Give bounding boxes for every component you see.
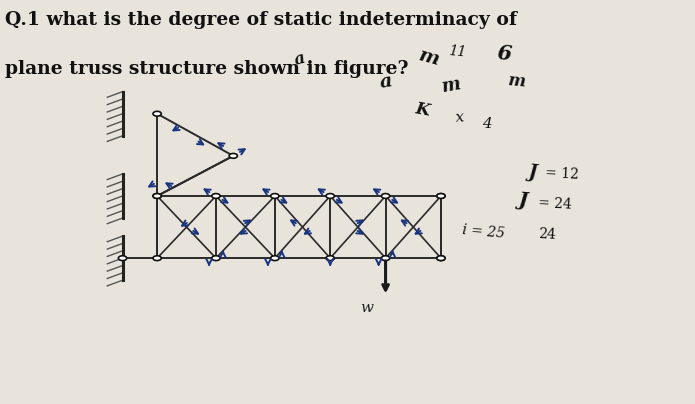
- Circle shape: [212, 256, 220, 261]
- Text: 11: 11: [448, 44, 467, 59]
- Text: J: J: [528, 162, 537, 181]
- Text: plane truss structure shown in figure?: plane truss structure shown in figure?: [5, 59, 409, 78]
- Circle shape: [436, 194, 445, 198]
- Circle shape: [270, 256, 279, 261]
- Circle shape: [436, 256, 445, 261]
- Text: 24: 24: [538, 227, 556, 242]
- Text: m: m: [417, 46, 441, 69]
- Circle shape: [153, 112, 161, 116]
- Text: i = 25: i = 25: [461, 223, 505, 241]
- Text: = 12: = 12: [545, 166, 579, 182]
- Circle shape: [153, 256, 161, 261]
- Text: = 24: = 24: [538, 196, 572, 212]
- Circle shape: [153, 194, 161, 198]
- Circle shape: [382, 256, 390, 261]
- Text: Q.1 what is the degree of static indeterminacy of: Q.1 what is the degree of static indeter…: [5, 11, 517, 29]
- Text: x: x: [455, 110, 464, 125]
- Text: 6: 6: [496, 43, 512, 64]
- Circle shape: [436, 194, 445, 198]
- Text: a: a: [292, 50, 307, 69]
- Circle shape: [153, 194, 161, 198]
- Circle shape: [436, 256, 445, 261]
- Circle shape: [212, 194, 220, 198]
- Text: m: m: [441, 75, 463, 96]
- Circle shape: [270, 194, 279, 198]
- Text: m: m: [507, 72, 525, 91]
- Circle shape: [382, 194, 390, 198]
- Text: K: K: [414, 100, 430, 119]
- Circle shape: [229, 154, 238, 158]
- Circle shape: [326, 256, 334, 261]
- Text: a: a: [379, 72, 394, 92]
- Text: 4: 4: [482, 117, 492, 131]
- Circle shape: [326, 194, 334, 198]
- Circle shape: [118, 256, 126, 261]
- Text: J: J: [517, 191, 528, 209]
- Text: w: w: [360, 301, 373, 316]
